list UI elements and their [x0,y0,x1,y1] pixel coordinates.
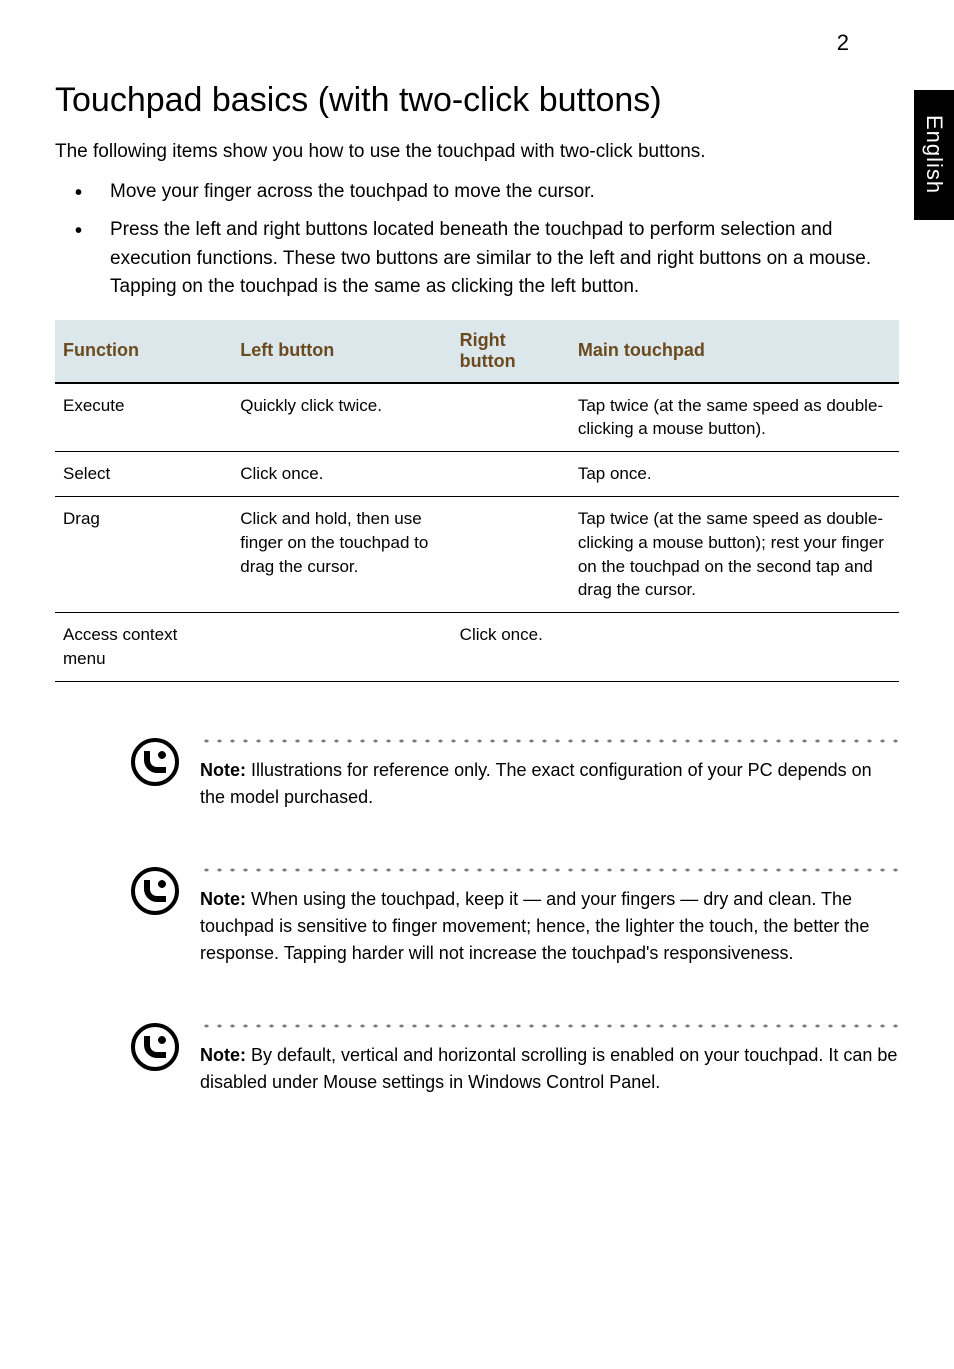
cell-right: Click once. [452,613,570,682]
cell-right [452,452,570,497]
cell-left: Click and hold, then use finger on the t… [232,496,451,612]
language-tab-label: English [921,115,947,194]
cell-left: Click once. [232,452,451,497]
cell-main: Tap twice (at the same speed as double-c… [570,383,899,452]
th-left-button: Left button [232,320,451,383]
th-function: Function [55,320,232,383]
note-block: Note: Illustrations for reference only. … [55,737,899,811]
table-row: Access context menu Click once. [55,613,899,682]
note-text: Note: Illustrations for reference only. … [200,757,899,811]
cell-left [232,613,451,682]
note-text: Note: When using the touchpad, keep it —… [200,886,899,967]
bullet-item: Move your finger across the touchpad to … [55,178,899,207]
th-right-button: Right button [452,320,570,383]
note-body: Note: By default, vertical and horizonta… [200,1022,899,1096]
dots-divider [200,737,899,745]
note-block: Note: By default, vertical and horizonta… [55,1022,899,1096]
dots-divider [200,866,899,874]
note-icon [130,866,180,916]
page-title: Touchpad basics (with two-click buttons) [55,81,899,120]
cell-right [452,383,570,452]
intro-text: The following items show you how to use … [55,139,899,166]
note-block: Note: When using the touchpad, keep it —… [55,866,899,967]
cell-main: Tap once. [570,452,899,497]
th-main-touchpad: Main touchpad [570,320,899,383]
cell-function: Execute [55,383,232,452]
table-row: Select Click once. Tap once. [55,452,899,497]
note-body: Note: When using the touchpad, keep it —… [200,866,899,967]
cell-function: Select [55,452,232,497]
table-row: Drag Click and hold, then use finger on … [55,496,899,612]
note-icon [130,737,180,787]
page: 2 English Touchpad basics (with two-clic… [0,0,954,1369]
cell-main: Tap twice (at the same speed as double-c… [570,496,899,612]
cell-main [570,613,899,682]
function-table: Function Left button Right button Main t… [55,320,899,682]
cell-right [452,496,570,612]
cell-function: Access context menu [55,613,232,682]
bullet-list: Move your finger across the touchpad to … [55,178,899,302]
cell-left: Quickly click twice. [232,383,451,452]
note-text: Note: By default, vertical and horizonta… [200,1042,899,1096]
bullet-item: Press the left and right buttons located… [55,216,899,302]
note-icon [130,1022,180,1072]
page-number: 2 [55,30,899,56]
note-body: Note: Illustrations for reference only. … [200,737,899,811]
table-row: Execute Quickly click twice. Tap twice (… [55,383,899,452]
language-tab: English [914,90,954,220]
cell-function: Drag [55,496,232,612]
dots-divider [200,1022,899,1030]
